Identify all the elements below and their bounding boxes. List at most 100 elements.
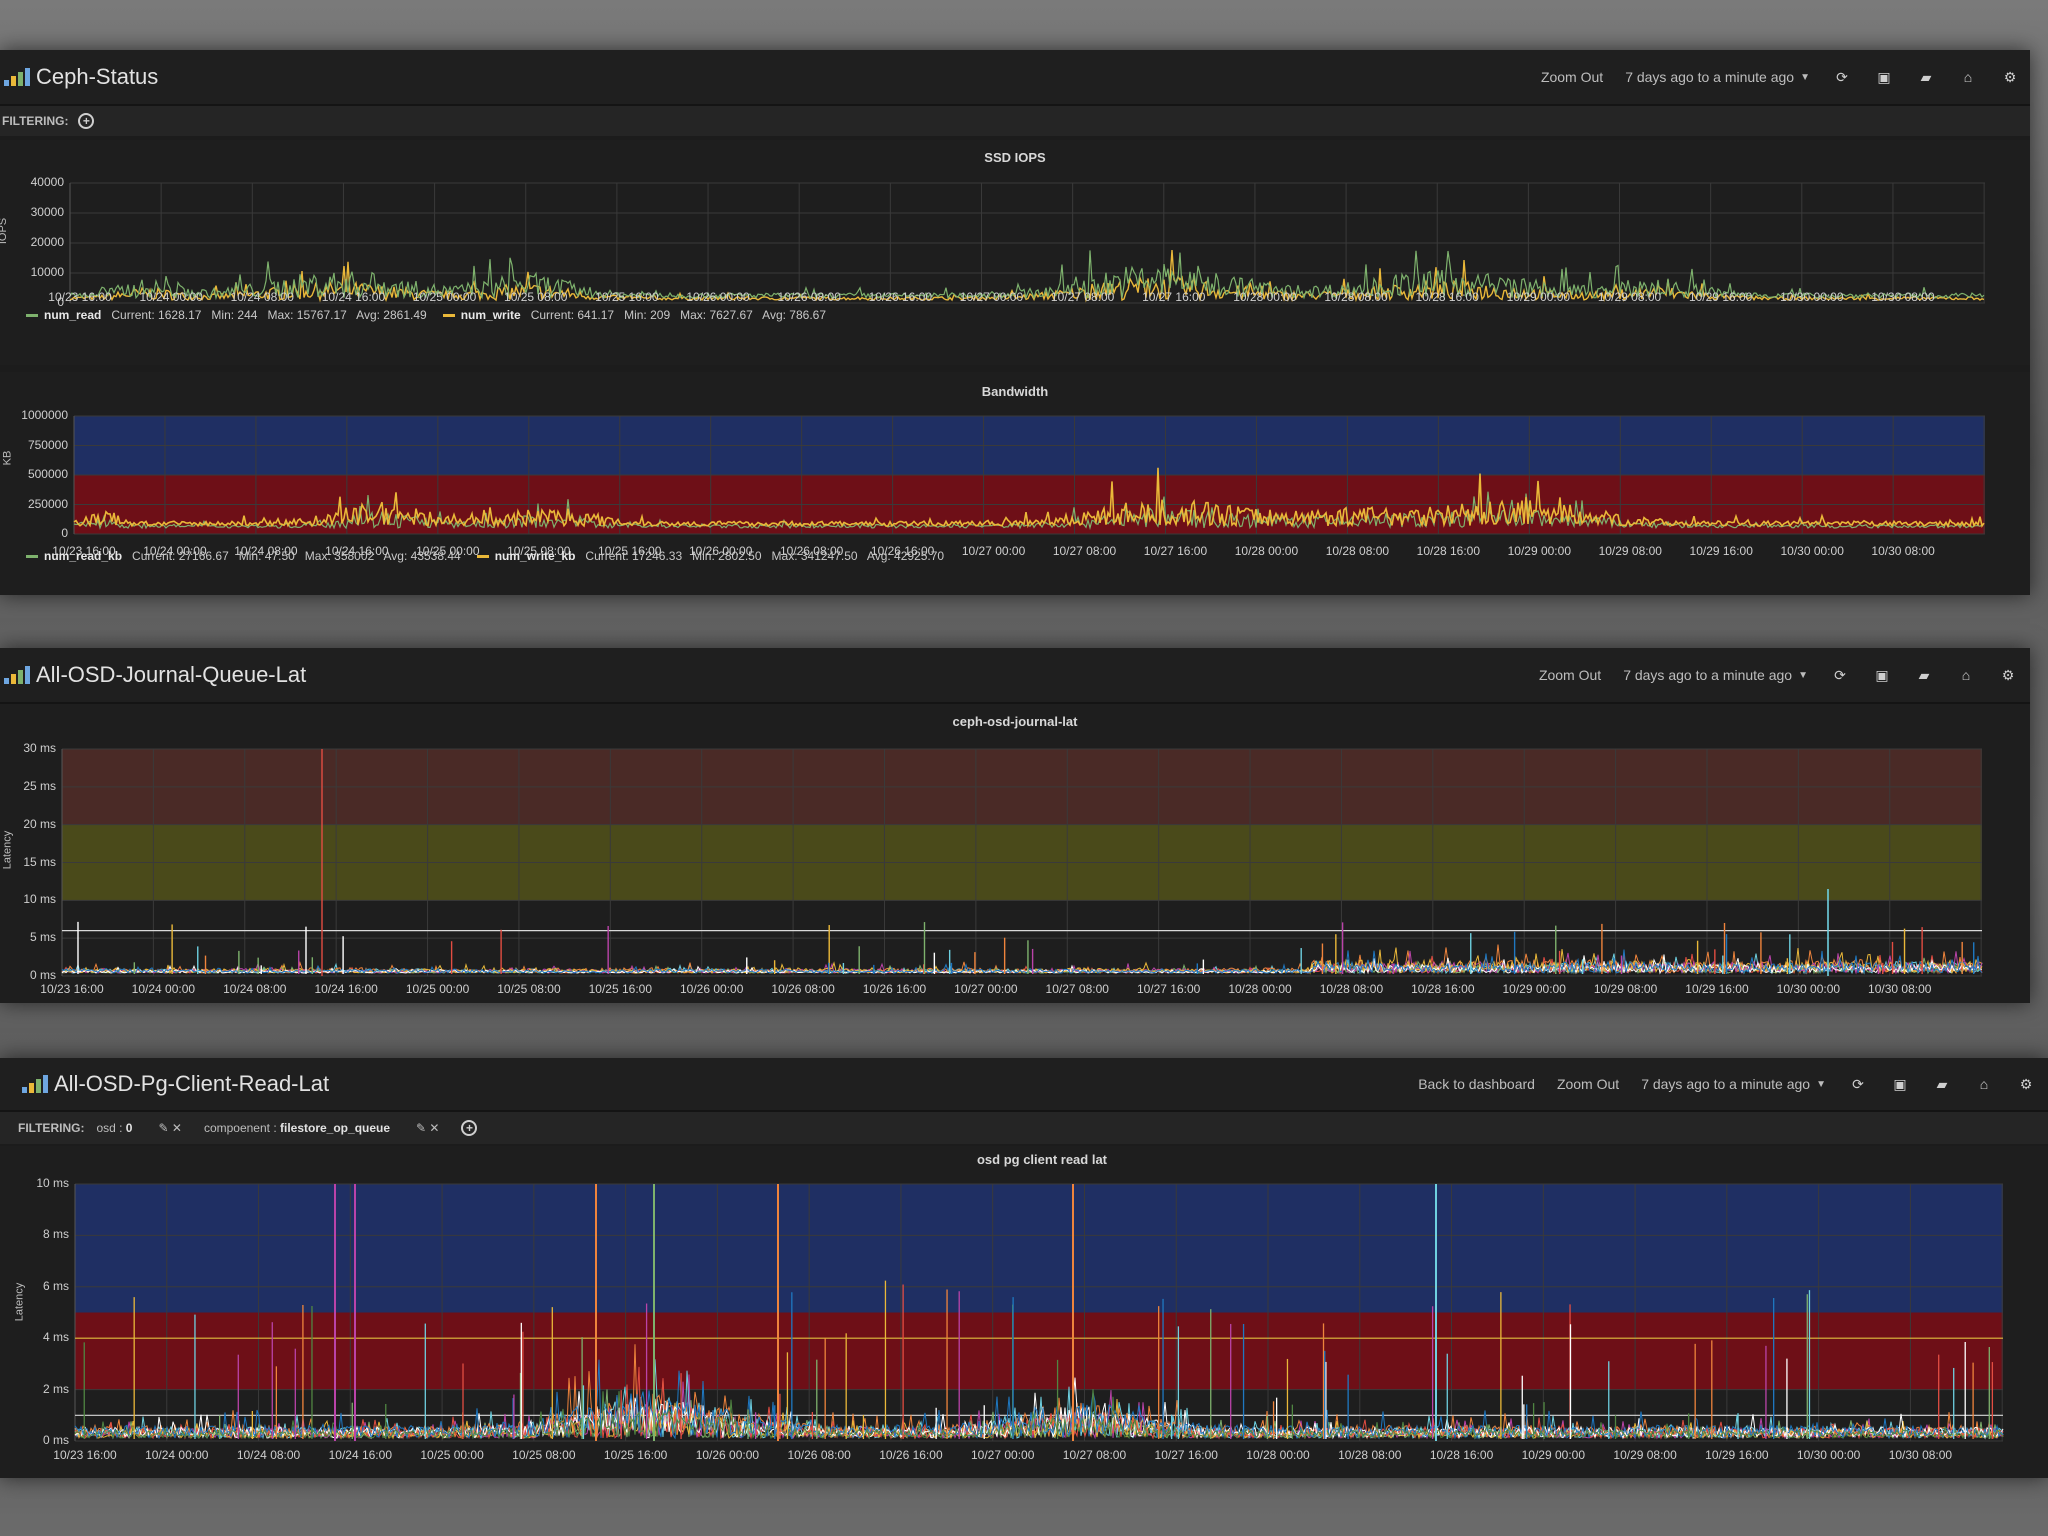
save-icon[interactable]: ▣	[1877, 68, 1891, 85]
edit-filter-icon[interactable]: ✎ ✕	[416, 1121, 440, 1135]
x-tick-label: 10/26 08:00	[771, 982, 835, 996]
x-tick-label: 10/27 00:00	[971, 1448, 1035, 1462]
refresh-icon[interactable]: ⟳	[1834, 666, 1846, 683]
time-range-label: 7 days ago to a minute ago	[1641, 1076, 1811, 1092]
x-tick-label: 10/29 16:00	[1689, 544, 1753, 558]
x-tick-label: 10/27 00:00	[961, 544, 1026, 558]
dashboard-topbar: Ceph-Status Zoom Out 7 days ago to a min…	[0, 50, 2030, 106]
gear-icon[interactable]: ⚙	[2019, 1075, 2033, 1092]
dashboard-pg-client-read-lat: All-OSD-Pg-Client-Read-Lat Back to dashb…	[0, 1058, 2048, 1478]
x-tick-label: 10/24 08:00	[223, 982, 287, 996]
x-tick-label: 10/27 00:00	[954, 982, 1018, 996]
x-tick-label: 10/27 08:00	[1062, 1448, 1127, 1462]
series-line	[69, 250, 1985, 301]
zoom-out-button[interactable]: Zoom Out	[1556, 1076, 1620, 1092]
x-tick-label: 10/26 00:00	[688, 544, 753, 558]
y-tick-label: 30000	[30, 205, 64, 219]
refresh-icon[interactable]: ⟳	[1836, 68, 1848, 85]
folder-open-icon[interactable]: ▰	[1920, 68, 1932, 85]
home-icon[interactable]: ⌂	[1979, 1076, 1989, 1092]
dashboard-topbar: All-OSD-Journal-Queue-Lat Zoom Out 7 day…	[0, 648, 2030, 704]
time-range-picker[interactable]: 7 days ago to a minute ago ▼	[1623, 667, 1808, 683]
x-tick-label: 10/24 08:00	[236, 1448, 301, 1462]
x-tick-label: 10/24 08:00	[234, 544, 298, 558]
x-tick-label: 10/29 00:00	[1502, 982, 1566, 996]
legend-swatch	[442, 314, 455, 318]
dashboard-journal-queue-lat: All-OSD-Journal-Queue-Lat Zoom Out 7 day…	[0, 648, 2030, 1003]
x-tick-label: 10/24 00:00	[139, 290, 203, 304]
y-tick-label: 25 ms	[23, 778, 56, 793]
panel-title[interactable]: osd pg client read lat	[976, 1152, 1108, 1167]
iops-chart[interactable]	[0, 140, 1990, 365]
journal-lat-chart[interactable]	[0, 704, 1990, 1003]
y-tick-label: 4 ms	[42, 1330, 69, 1345]
save-icon[interactable]: ▣	[1875, 666, 1889, 683]
y-tick-label: 20 ms	[23, 816, 56, 831]
filter-component[interactable]: compoenent : filestore_op_queue	[204, 1121, 390, 1135]
folder-open-icon[interactable]: ▰	[1936, 1075, 1948, 1092]
save-icon[interactable]: ▣	[1893, 1075, 1907, 1092]
x-tick-label: 10/26 00:00	[686, 290, 750, 304]
grafana-logo-icon	[22, 1075, 48, 1093]
home-icon[interactable]: ⌂	[1961, 667, 1971, 683]
legend-item[interactable]: num_read Current: 1628.17 Min: 244 Max: 1…	[26, 308, 427, 322]
x-tick-label: 10/27 16:00	[1142, 290, 1206, 304]
zoom-out-button[interactable]: Zoom Out	[1540, 69, 1604, 85]
time-range-label: 7 days ago to a minute ago	[1623, 667, 1793, 683]
legend-swatch	[26, 314, 38, 318]
time-range-picker[interactable]: 7 days ago to a minute ago ▼	[1641, 1076, 1826, 1092]
pg-read-lat-chart[interactable]	[0, 1146, 2030, 1478]
dashboard-nav: Back to dashboard Zoom Out 7 days ago to…	[1418, 1058, 2036, 1110]
panel-title[interactable]: ceph-osd-journal-lat	[952, 714, 1078, 729]
folder-open-icon[interactable]: ▰	[1918, 666, 1930, 683]
add-filter-icon[interactable]: +	[78, 113, 95, 129]
filter-osd[interactable]: osd : 0	[96, 1121, 132, 1135]
caret-down-icon: ▼	[1800, 71, 1810, 83]
x-tick-label: 10/24 08:00	[230, 290, 294, 304]
zoom-out-button[interactable]: Zoom Out	[1538, 667, 1602, 683]
x-tick-label: 10/24 00:00	[143, 544, 207, 558]
legend-stats: Current: 641.17 Min: 209 Max: 7627.67 Av…	[530, 308, 827, 322]
x-tick-label: 10/28 08:00	[1319, 982, 1384, 996]
add-filter-icon[interactable]: +	[461, 1120, 478, 1136]
legend-item[interactable]: num_write_kb Current: 17246.33 Min: 2802.…	[476, 549, 944, 563]
panel-title[interactable]: Bandwidth	[981, 384, 1049, 399]
gear-icon[interactable]: ⚙	[2001, 666, 2015, 683]
x-tick-label: 10/28 00:00	[1234, 544, 1299, 558]
caret-down-icon: ▼	[1816, 1078, 1826, 1090]
x-tick-label: 10/29 00:00	[1521, 1448, 1586, 1462]
legend-item[interactable]: num_read_kb Current: 27166.67 Min: 47.50 …	[26, 549, 461, 563]
x-tick-label: 10/23 16:00	[40, 982, 104, 996]
y-tick-label: 30 ms	[23, 741, 56, 755]
x-tick-label: 10/30 00:00	[1776, 982, 1841, 996]
filter-value: 0	[125, 1121, 133, 1135]
panel-journal-lat: ceph-osd-journal-lat Latency 30 ms 25 ms 2…	[0, 704, 2030, 1003]
x-tick-label: 10/27 08:00	[1050, 290, 1115, 304]
x-tick-label: 10/28 08:00	[1325, 544, 1390, 558]
bandwidth-chart[interactable]	[0, 372, 1990, 595]
panel-title[interactable]: SSD IOPS	[984, 150, 1046, 165]
back-to-dashboard-link[interactable]: Back to dashboard	[1418, 1076, 1535, 1092]
edit-filter-icon[interactable]: ✎ ✕	[158, 1121, 182, 1135]
y-tick-label: 40000	[30, 175, 64, 189]
legend-swatch	[26, 555, 38, 559]
x-tick-label: 10/25 16:00	[598, 544, 662, 558]
y-tick-label: 250000	[27, 496, 68, 511]
x-tick-label: 10/26 16:00	[862, 982, 927, 996]
refresh-icon[interactable]: ⟳	[1852, 1075, 1864, 1092]
legend-item[interactable]: num_write Current: 641.17 Min: 209 Max: 7…	[442, 308, 827, 322]
grafana-logo-icon	[4, 68, 30, 86]
gear-icon[interactable]: ⚙	[2003, 68, 2017, 85]
dashboard-nav: Zoom Out 7 days ago to a minute ago ▼ ⟳ ▣…	[1541, 50, 2020, 104]
dashboard-title[interactable]: Ceph-Status	[36, 64, 159, 89]
time-range-picker[interactable]: 7 days ago to a minute ago ▼	[1625, 69, 1810, 85]
panel-pg-client-read-lat: osd pg client read lat Latency 10 ms 8 ms…	[0, 1146, 2048, 1478]
dashboard-title[interactable]: All-OSD-Pg-Client-Read-Lat	[54, 1071, 330, 1096]
x-tick-label: 10/28 08:00	[1324, 290, 1388, 304]
x-tick-label: 10/30 00:00	[1780, 544, 1844, 558]
legend-name: num_read	[44, 308, 102, 322]
x-tick-label: 10/26 16:00	[868, 290, 933, 304]
dashboard-title[interactable]: All-OSD-Journal-Queue-Lat	[36, 662, 307, 687]
home-icon[interactable]: ⌂	[1963, 69, 1973, 85]
y-tick-label: 750000	[27, 437, 68, 452]
